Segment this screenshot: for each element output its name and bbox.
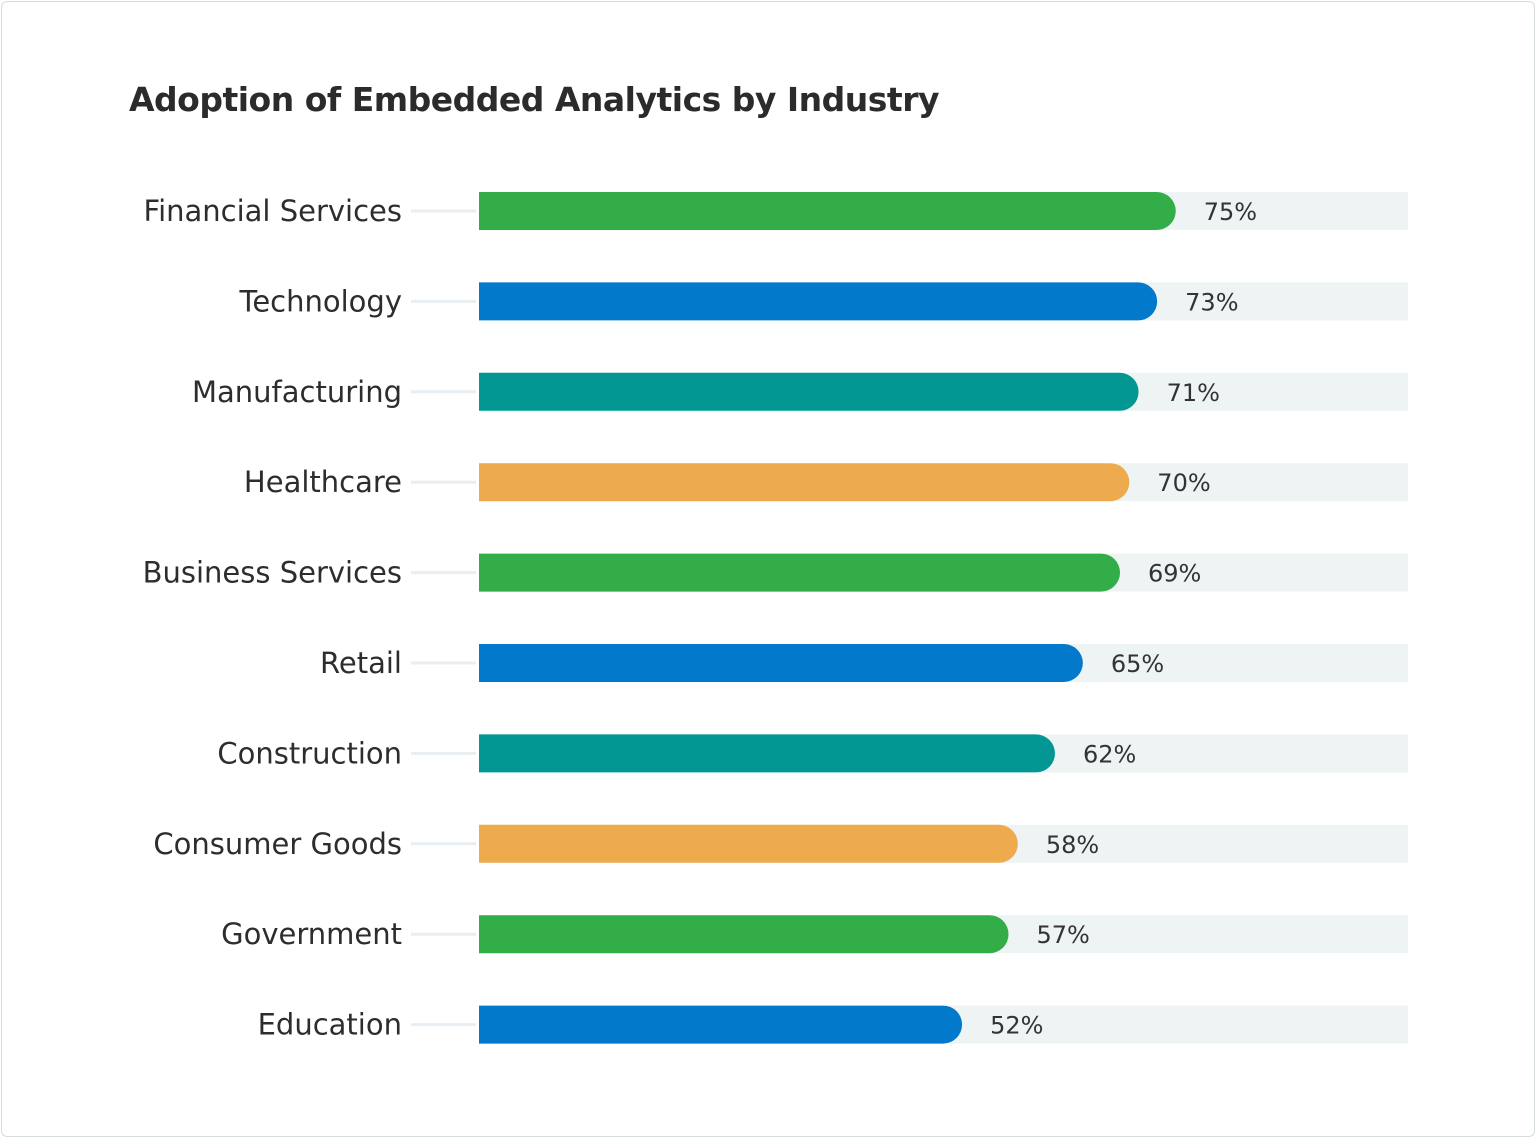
category-label: Technology (239, 284, 402, 318)
bar (479, 644, 1083, 682)
category-label: Construction (217, 736, 402, 770)
value-label: 75% (1204, 198, 1257, 226)
value-label: 70% (1157, 469, 1210, 497)
bar (479, 282, 1158, 321)
bar (479, 372, 1139, 411)
value-label: 57% (1037, 921, 1090, 949)
category-label: Retail (320, 646, 402, 680)
chart-title: Adoption of Embedded Analytics by Indust… (129, 80, 940, 119)
bar (479, 1005, 963, 1044)
category-label: Manufacturing (192, 375, 402, 409)
bar (479, 915, 1009, 954)
category-label: Government (221, 917, 402, 951)
value-label: 71% (1167, 379, 1220, 407)
value-label: 65% (1111, 650, 1164, 678)
bar (479, 463, 1130, 502)
value-label: 69% (1148, 560, 1201, 588)
category-label: Education (258, 1008, 402, 1042)
bar (479, 553, 1121, 592)
bar (479, 734, 1055, 773)
value-label: 58% (1046, 831, 1099, 859)
category-label: Financial Services (144, 194, 403, 228)
value-label: 52% (990, 1012, 1043, 1040)
value-label: 62% (1083, 740, 1136, 768)
bar (479, 824, 1018, 863)
value-label: 73% (1185, 288, 1238, 316)
bar (479, 192, 1176, 230)
category-label: Business Services (143, 556, 402, 590)
category-label: Healthcare (244, 465, 402, 499)
category-label: Consumer Goods (153, 827, 402, 861)
